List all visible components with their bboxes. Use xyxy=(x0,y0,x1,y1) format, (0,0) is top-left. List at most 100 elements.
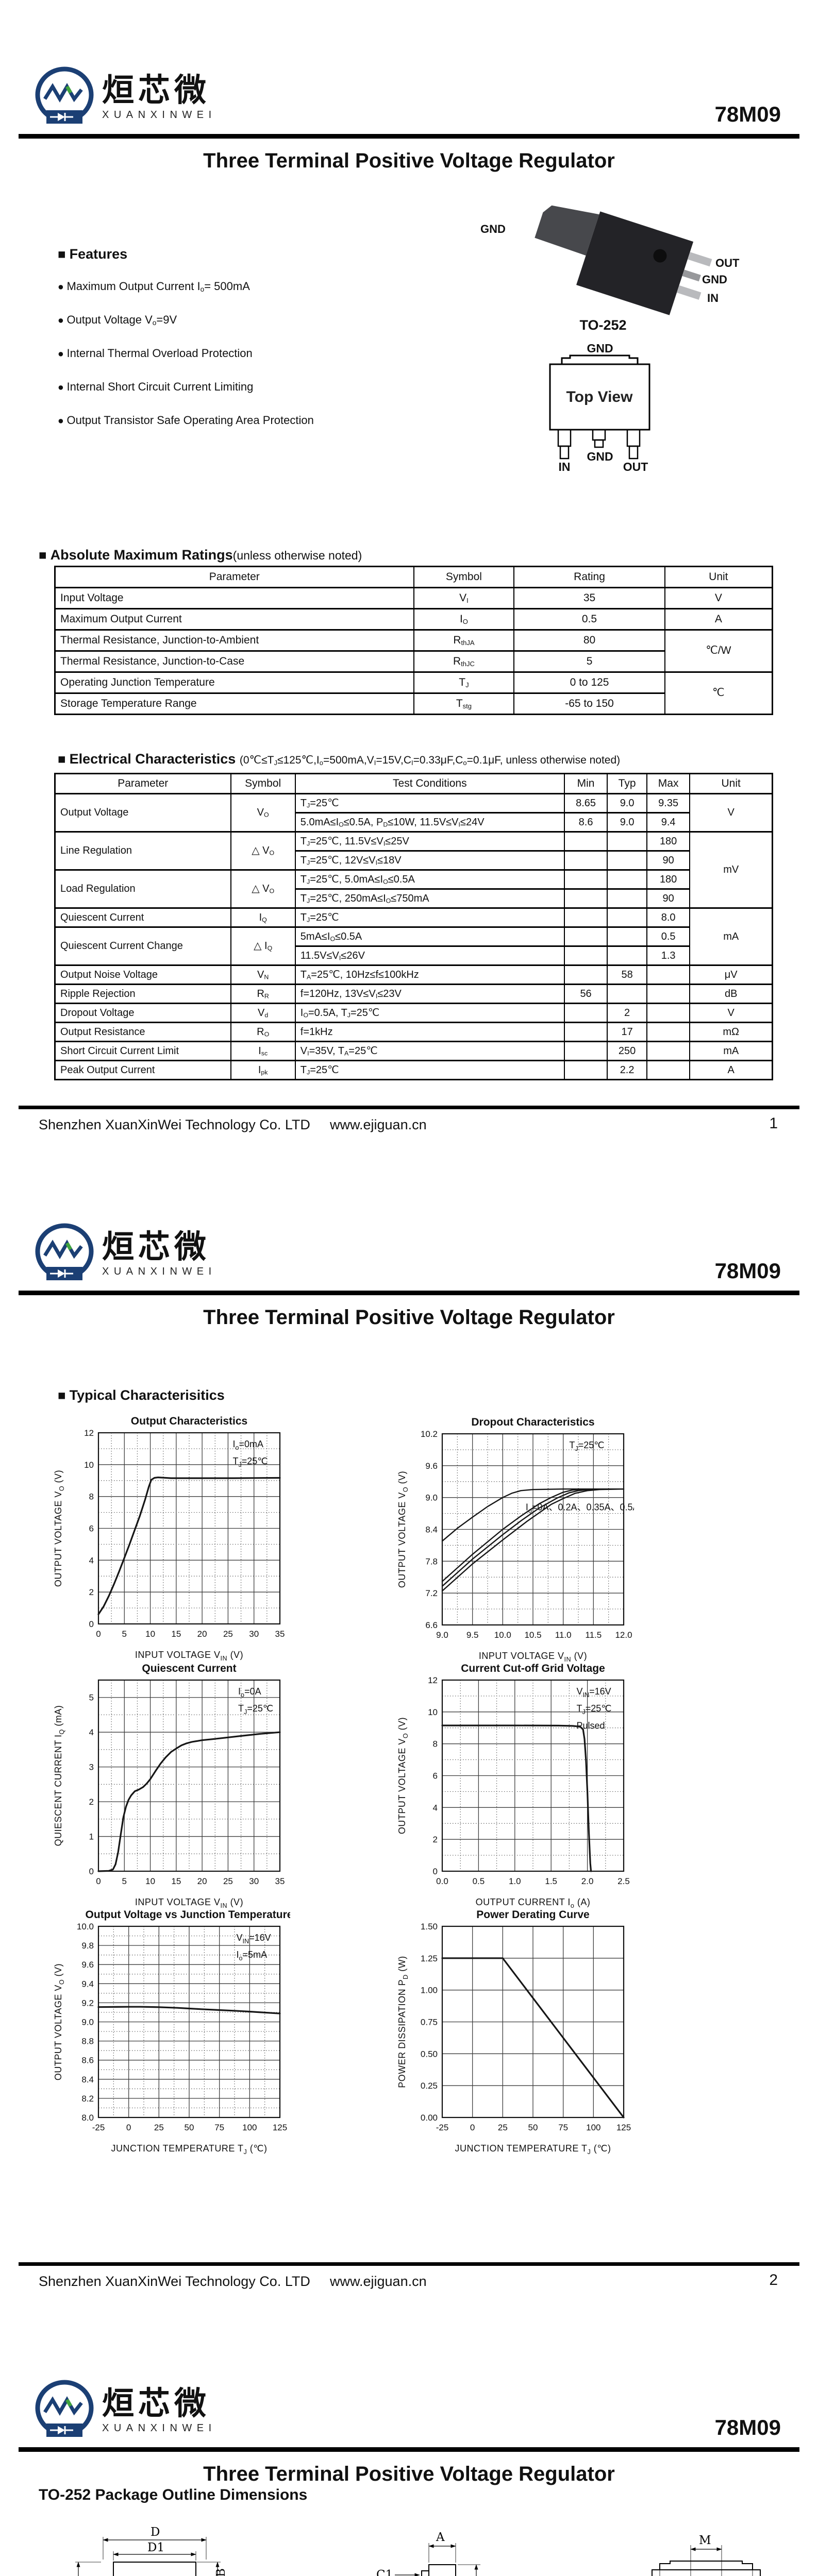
table-cell: V xyxy=(664,587,773,609)
table-cell: ℃ xyxy=(664,671,773,715)
table-row: Output Noise Voltage VN TA=25℃, 10Hz≤f≤100… xyxy=(54,964,773,985)
table-cell: RO xyxy=(230,1022,296,1042)
svg-text:35: 35 xyxy=(275,1876,285,1886)
chart-power-derating-curve: -25 0 25 50 75 100 125 0.00 0.25 0.50 0.75 1.00 1.25… xyxy=(392,1903,634,2163)
package-name: TO-252 xyxy=(579,317,627,333)
table-cell: △ VO xyxy=(230,831,296,871)
table-cell: Maximum Output Current xyxy=(54,608,414,631)
package-3d-image: GND OUT GND IN xyxy=(480,205,740,315)
chart-title: Power Derating Curve xyxy=(476,1909,589,1921)
chart-quiescent-current: 0 5 10 15 20 25 30 35 0 1 2 3 4 5 Quiescent Current INP… xyxy=(48,1656,290,1917)
logo-text: 烜芯微 XUANXINWEI xyxy=(102,2379,216,2434)
svg-text:3: 3 xyxy=(89,1762,94,1772)
table-cell: Quiescent Current xyxy=(54,907,231,928)
chart-annotation: VIN=16V xyxy=(237,1933,271,1945)
table-row: 11.5V≤VI≤26V 1.3 xyxy=(55,945,773,966)
chart-svg: 0 5 10 15 20 25 30 35 0 1 2 3 4 5 Quiescent Current INP… xyxy=(53,1663,285,1909)
table-row: Line Regulation △ VO TJ=25℃, 11.5V≤VI≤25V 1… xyxy=(54,831,773,909)
topview-title: Top View xyxy=(566,388,633,405)
footer-website: www.ejiguan.cn xyxy=(330,1117,427,1132)
footer-website: www.ejiguan.cn xyxy=(330,2274,427,2289)
table-cell: 8.65 xyxy=(563,793,608,814)
features-heading: Features xyxy=(58,246,449,262)
table-cell: Test Conditions xyxy=(294,773,565,794)
table-row: Storage Temperature Range Tstg -65 to 150 xyxy=(54,692,773,715)
svg-text:8.4: 8.4 xyxy=(81,2075,94,2084)
table-cell: f=1kHz xyxy=(294,1022,565,1042)
chart-title: Current Cut-off Grid Voltage xyxy=(461,1663,605,1674)
y-axis-label: OUTPUT VOLTAGE VO (V) xyxy=(397,1717,409,1834)
chart-annotation: Io=5mA xyxy=(237,1950,268,1962)
topview-pin-gnd-tab: GND xyxy=(587,342,613,355)
table-cell: △ IQ xyxy=(230,926,296,966)
series-line xyxy=(441,1488,625,1542)
table-cell: 180 xyxy=(646,831,691,852)
table-cell xyxy=(563,1041,608,1061)
pin-label-out: OUT xyxy=(715,257,740,269)
table-cell: 5mA≤IO≤0.5A xyxy=(294,926,565,947)
table-row: TJ=25℃, 250mA≤IO≤750mA 90 xyxy=(55,888,773,909)
table-cell: VO xyxy=(230,793,296,833)
table-cell: Output Voltage xyxy=(54,793,231,833)
svg-text:1.5: 1.5 xyxy=(545,1876,557,1886)
svg-text:-25: -25 xyxy=(92,2123,105,2132)
table-cell xyxy=(563,1022,608,1042)
svg-text:25: 25 xyxy=(498,2123,508,2132)
table-cell: TJ=25℃ xyxy=(294,907,565,928)
table-cell: Unit xyxy=(689,773,773,794)
outline-heading: TO-252 Package Outline Dimensions xyxy=(39,2486,308,2503)
company-name-cn: 烜芯微 xyxy=(102,73,211,108)
svg-text:5: 5 xyxy=(122,1876,127,1886)
chart-annotation: VIN=16V xyxy=(576,1686,611,1699)
svg-text:75: 75 xyxy=(558,2123,568,2132)
table-row: Thermal Resistance, Junction-to-Case RthJ… xyxy=(54,650,773,673)
table-cell: A xyxy=(664,608,773,631)
svg-text:125: 125 xyxy=(616,2123,631,2132)
svg-text:8: 8 xyxy=(433,1739,438,1749)
table-cell: RthJC xyxy=(413,650,515,673)
table-cell: VI xyxy=(413,587,515,609)
svg-text:50: 50 xyxy=(185,2123,194,2132)
pin-label-gnd-tab: GND xyxy=(480,223,506,235)
table-cell: △ VO xyxy=(230,869,296,909)
table-cell: V xyxy=(689,793,773,833)
x-axis-label: INPUT VOLTAGE VIN (V) xyxy=(479,1651,587,1663)
svg-text:9.0: 9.0 xyxy=(425,1493,438,1503)
svg-text:25: 25 xyxy=(223,1876,233,1886)
table-cell: Parameter xyxy=(54,566,414,588)
table-cell: Operating Junction Temperature xyxy=(54,671,414,694)
page-title: Three Terminal Positive Voltage Regulato… xyxy=(203,149,615,172)
table-cell: 250 xyxy=(607,1041,647,1061)
logo-mark-icon xyxy=(35,1223,94,1280)
table-cell: TJ xyxy=(413,671,515,694)
table: Parameter Symbol Rating Unit Input Voltage VI… xyxy=(54,566,773,715)
table-cell: 9.4 xyxy=(646,812,691,833)
svg-text:6: 6 xyxy=(433,1771,438,1781)
series-line xyxy=(441,1488,625,1592)
table-row: Quiescent Current IQ TJ=25℃ 8.0 mA xyxy=(54,907,773,966)
svg-text:100: 100 xyxy=(242,2123,257,2132)
table-cell: Quiescent Current Change xyxy=(54,926,231,966)
feature-item: Maximum Output Current Io= 500mA xyxy=(58,280,449,293)
svg-text:9.5: 9.5 xyxy=(466,1630,479,1640)
chart-title: Output Characteristics xyxy=(131,1415,247,1427)
table-cell: 17 xyxy=(607,1022,647,1042)
svg-text:25: 25 xyxy=(223,1629,233,1639)
page-title: Three Terminal Positive Voltage Regulato… xyxy=(203,1306,615,1329)
y-axis-label: POWER DISSIPATION PD (W) xyxy=(397,1956,409,2088)
svg-text:0.50: 0.50 xyxy=(421,2049,438,2059)
outline-side-view: A C1 A1 E L1 L2 C xyxy=(376,2531,480,2576)
table-cell: Dropout Voltage xyxy=(54,1003,231,1023)
outline-drawings: Φ D D1 B L e b xyxy=(46,2513,789,2576)
table-row: TJ=25℃, 12V≤VI≤18V 90 xyxy=(55,850,773,871)
svg-text:9.4: 9.4 xyxy=(81,1979,94,1989)
elec-char-table: Parameter Symbol Test Conditions Min Typ Max U… xyxy=(54,773,773,1080)
svg-text:10: 10 xyxy=(84,1460,94,1470)
svg-text:2.0: 2.0 xyxy=(581,1876,594,1886)
table-cell: Parameter xyxy=(54,773,231,794)
table-cell xyxy=(646,1041,691,1061)
table-cell xyxy=(646,1060,691,1080)
table-cell: Thermal Resistance, Junction-to-Ambient xyxy=(54,629,414,652)
table-cell: 9.0 xyxy=(607,793,647,814)
